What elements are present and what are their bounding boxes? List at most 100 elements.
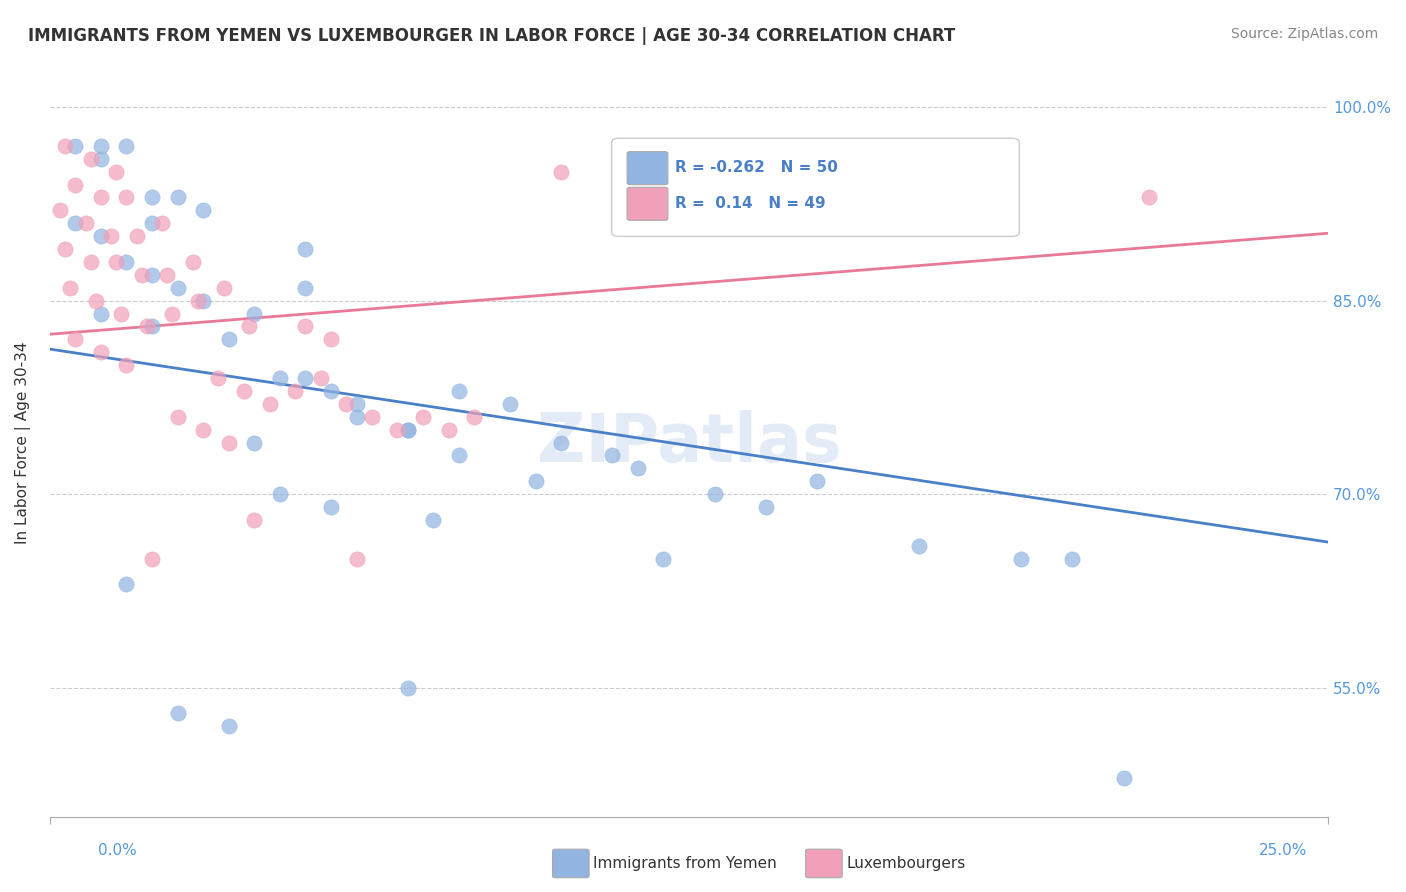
Point xyxy=(187,293,209,308)
Point xyxy=(131,268,153,282)
Point xyxy=(141,268,163,282)
Point xyxy=(319,332,342,346)
Point xyxy=(243,435,266,450)
Point xyxy=(243,513,266,527)
Point xyxy=(294,242,316,256)
Point xyxy=(269,371,291,385)
Point xyxy=(191,293,214,308)
Point xyxy=(100,229,122,244)
Point xyxy=(387,423,409,437)
Text: 25.0%: 25.0% xyxy=(1260,843,1308,858)
Text: 0.0%: 0.0% xyxy=(98,843,138,858)
Point xyxy=(110,307,132,321)
Point xyxy=(284,384,307,398)
Point xyxy=(499,397,522,411)
Point xyxy=(550,164,572,178)
Point xyxy=(1112,771,1135,785)
Point xyxy=(90,229,112,244)
Point xyxy=(115,255,138,269)
Point xyxy=(141,319,163,334)
Point xyxy=(141,551,163,566)
Point xyxy=(294,319,316,334)
Point xyxy=(115,358,138,372)
Point xyxy=(191,203,214,218)
Point xyxy=(105,255,128,269)
Point xyxy=(259,397,281,411)
Point xyxy=(447,384,470,398)
Point xyxy=(524,474,547,488)
Point xyxy=(550,435,572,450)
Point xyxy=(90,307,112,321)
Point xyxy=(600,449,623,463)
Point xyxy=(652,551,675,566)
Text: Source: ZipAtlas.com: Source: ZipAtlas.com xyxy=(1230,27,1378,41)
Point xyxy=(166,409,188,424)
Point xyxy=(53,242,76,256)
Point xyxy=(346,551,368,566)
Point xyxy=(59,281,82,295)
Point xyxy=(319,500,342,514)
Point xyxy=(115,577,138,591)
Point xyxy=(90,345,112,359)
Point xyxy=(191,423,214,437)
Point xyxy=(135,319,157,334)
Point xyxy=(49,203,72,218)
Point xyxy=(65,139,87,153)
Point xyxy=(238,319,260,334)
Text: R =  0.14   N = 49: R = 0.14 N = 49 xyxy=(675,196,825,211)
Point xyxy=(218,719,240,733)
Point xyxy=(396,423,419,437)
Point xyxy=(463,409,485,424)
Point xyxy=(627,461,650,475)
Point xyxy=(218,332,240,346)
Point xyxy=(294,371,316,385)
Point xyxy=(166,281,188,295)
Point xyxy=(309,371,332,385)
Point xyxy=(162,307,184,321)
Point xyxy=(53,139,76,153)
Point xyxy=(90,190,112,204)
Point xyxy=(115,139,138,153)
Point xyxy=(346,409,368,424)
Y-axis label: In Labor Force | Age 30-34: In Labor Force | Age 30-34 xyxy=(15,342,31,544)
Point xyxy=(447,449,470,463)
Point xyxy=(218,435,240,450)
Point xyxy=(1010,551,1032,566)
Text: R = -0.262   N = 50: R = -0.262 N = 50 xyxy=(675,161,838,175)
Point xyxy=(156,268,179,282)
Point xyxy=(84,293,107,308)
Point xyxy=(319,384,342,398)
Point xyxy=(437,423,460,437)
Point xyxy=(1062,551,1084,566)
Point xyxy=(412,409,434,424)
Point xyxy=(79,255,101,269)
Point xyxy=(90,152,112,166)
Point xyxy=(150,216,173,230)
Point xyxy=(1137,190,1160,204)
Point xyxy=(115,190,138,204)
Point xyxy=(212,281,235,295)
Point xyxy=(269,487,291,501)
Point xyxy=(75,216,97,230)
Point xyxy=(90,139,112,153)
Point xyxy=(65,332,87,346)
Point xyxy=(105,164,128,178)
Point xyxy=(233,384,256,398)
Point xyxy=(125,229,148,244)
Point xyxy=(396,681,419,695)
Point xyxy=(166,706,188,721)
Point xyxy=(243,307,266,321)
Point xyxy=(755,500,778,514)
Point xyxy=(335,397,357,411)
Point xyxy=(422,513,444,527)
Point xyxy=(294,281,316,295)
Point xyxy=(166,190,188,204)
Point xyxy=(346,397,368,411)
Text: Immigrants from Yemen: Immigrants from Yemen xyxy=(593,856,778,871)
Text: ZIPatlas: ZIPatlas xyxy=(537,409,841,475)
Point xyxy=(361,409,384,424)
Text: IMMIGRANTS FROM YEMEN VS LUXEMBOURGER IN LABOR FORCE | AGE 30-34 CORRELATION CHA: IMMIGRANTS FROM YEMEN VS LUXEMBOURGER IN… xyxy=(28,27,955,45)
Point xyxy=(181,255,204,269)
Point xyxy=(703,487,725,501)
Point xyxy=(65,216,87,230)
